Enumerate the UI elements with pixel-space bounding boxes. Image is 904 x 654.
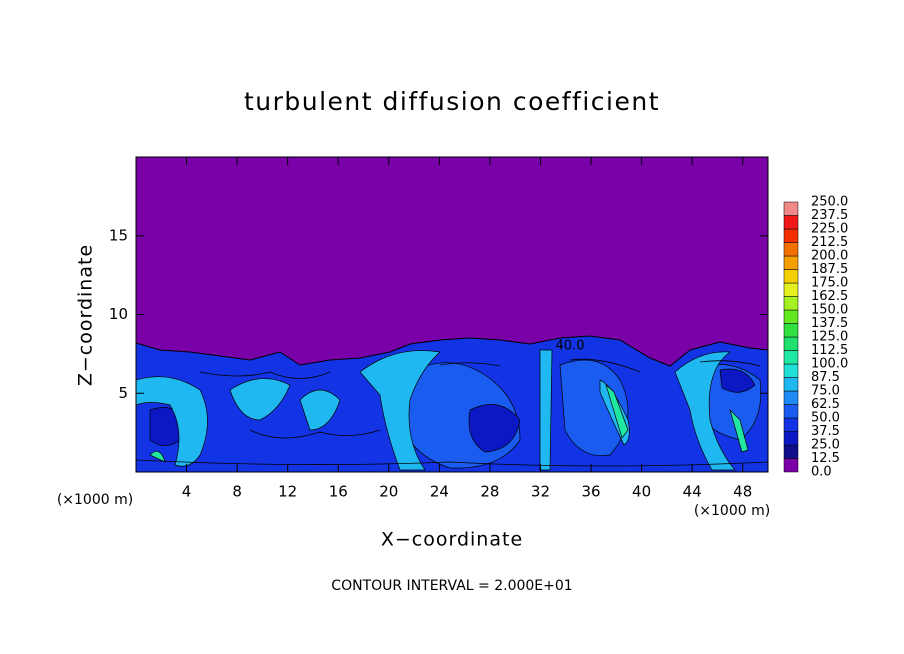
x-tick-label: 48	[733, 483, 752, 501]
x-tick-label: 28	[480, 483, 499, 501]
colorbar-band	[783, 215, 799, 230]
colorbar-band	[783, 336, 799, 351]
colorbar-band	[783, 228, 799, 243]
x-tick-label: 4	[182, 483, 192, 501]
colorbar-label: 37.5	[811, 424, 840, 439]
x-tick-label: 36	[581, 483, 600, 501]
colorbar-label: 250.0	[811, 195, 848, 210]
y-axis-label: Z−coordinate	[75, 244, 97, 386]
colorbar-label: 50.0	[811, 411, 840, 426]
colorbar-band	[783, 417, 799, 432]
colorbar-label: 237.5	[811, 208, 848, 223]
colorbar-band	[783, 350, 799, 365]
x-tick-label: 12	[278, 483, 297, 501]
colorbar-label: 125.0	[811, 330, 848, 345]
colorbar-band	[783, 255, 799, 270]
colorbar-band	[783, 242, 799, 257]
x-tick-label: 16	[329, 483, 348, 501]
colorbar-band	[783, 431, 799, 446]
colorbar-band	[783, 363, 799, 378]
x-tick-label: 32	[531, 483, 550, 501]
x-tick-label: 44	[683, 483, 702, 501]
field-contours	[136, 358, 768, 467]
colorbar-band	[783, 201, 799, 216]
y-unit-label: (×1000 m)	[57, 492, 133, 508]
colorbar-label: 150.0	[811, 303, 848, 318]
x-tick-label: 40	[632, 483, 651, 501]
colorbar-label: 175.0	[811, 276, 848, 291]
colorbar-band	[783, 390, 799, 405]
colorbar-label: 200.0	[811, 249, 848, 264]
x-unit-label: (×1000 m)	[694, 503, 770, 519]
colorbar-label: 112.5	[811, 343, 848, 358]
x-tick-label: 20	[379, 483, 398, 501]
colorbar-label: 212.5	[811, 235, 848, 250]
colorbar-label: 100.0	[811, 357, 848, 372]
colorbar-band	[783, 377, 799, 392]
colorbar-label: 137.5	[811, 316, 848, 331]
x-tick-label: 8	[232, 483, 242, 501]
colorbar-label: 225.0	[811, 222, 848, 237]
colorbar-band	[783, 404, 799, 419]
y-tick-label: 10	[109, 305, 128, 323]
field	[136, 157, 768, 472]
colorbar-label: 12.5	[811, 451, 840, 466]
x-axis-label: X−coordinate	[381, 529, 523, 551]
colorbar-band	[783, 444, 799, 459]
colorbar-label: 87.5	[811, 370, 840, 385]
y-tick-label: 5	[118, 384, 128, 402]
colorbar-label: 25.0	[811, 438, 840, 453]
colorbar-label: 162.5	[811, 289, 848, 304]
x-tick-label: 24	[430, 483, 449, 501]
colorbar-band	[783, 323, 799, 338]
contour-label: 40.0	[556, 339, 585, 354]
colorbar-band	[783, 269, 799, 284]
chart-title: turbulent diffusion coefficient	[244, 87, 660, 116]
colorbar-band	[783, 282, 799, 297]
field-patch	[149, 383, 749, 463]
colorbar-label: 187.5	[811, 262, 848, 277]
colorbar-label: 75.0	[811, 384, 840, 399]
colorbar-band	[783, 309, 799, 324]
colorbar-label: 62.5	[811, 397, 840, 412]
y-tick-label: 15	[109, 226, 128, 244]
contour-interval-note: CONTOUR INTERVAL = 2.000E+01	[331, 578, 572, 594]
colorbar-label: 0.0	[811, 465, 832, 480]
colorbar-band	[783, 296, 799, 311]
colorbar-band	[783, 458, 799, 473]
